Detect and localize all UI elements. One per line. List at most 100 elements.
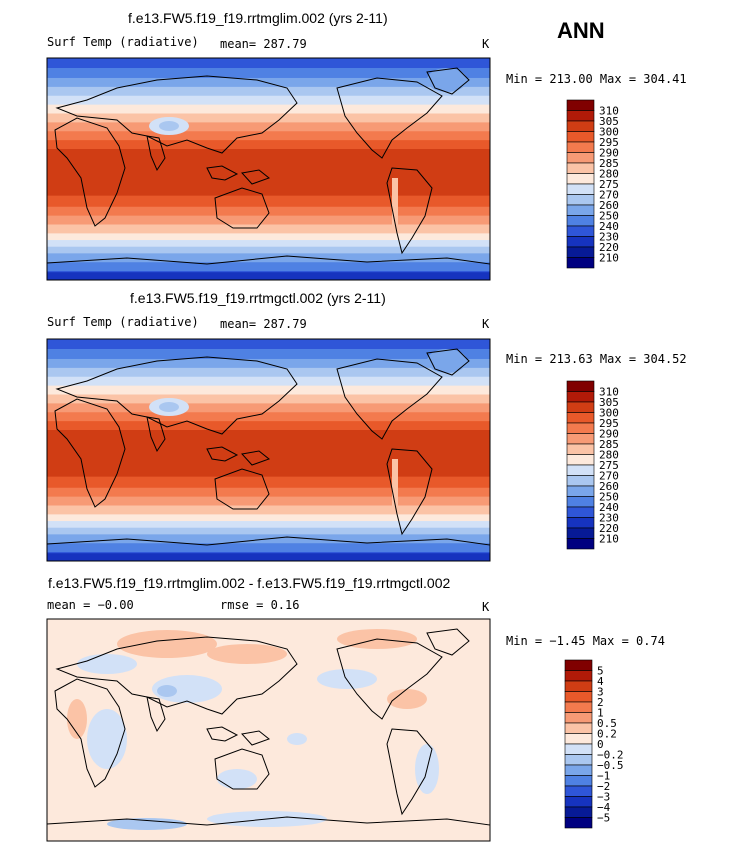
colorbar-3-box-3 <box>564 691 593 703</box>
coastline-0 <box>54 678 126 788</box>
colorbar-3-box-4 <box>564 701 593 713</box>
colorbar-1-box-8 <box>566 183 595 195</box>
map1-band-13 <box>47 215 490 225</box>
map3-anomaly-7 <box>87 709 127 769</box>
colorbar-1-box-4 <box>566 141 595 153</box>
panel-2-colorbar: 3103053002952902852802752702602502402302… <box>566 380 619 550</box>
colorbar-1-label-7: 275 <box>599 178 619 191</box>
map2-band-17 <box>47 527 490 535</box>
colorbar-1-box-7 <box>566 173 595 185</box>
coastline-3 <box>206 165 239 181</box>
colorbar-1-label-4: 290 <box>599 147 619 160</box>
map2-band-15 <box>47 514 490 522</box>
colorbar-3-label-14: −5 <box>597 812 610 825</box>
colorbar-2-label-3: 295 <box>599 417 619 430</box>
map2-band-7 <box>47 403 490 413</box>
colorbar-2-box-8 <box>566 464 595 476</box>
map2-band-3 <box>47 367 490 378</box>
panel-3-title: f.e13.FW5.f19_f19.rrtmglim.002 - f.e13.F… <box>48 575 451 591</box>
map2-frame <box>46 338 491 562</box>
map2-greenland-cold <box>427 349 467 373</box>
map3-anomaly-13 <box>287 733 307 745</box>
colorbar-3-label-10: −1 <box>597 770 610 783</box>
map3-anomaly-2 <box>207 644 287 664</box>
coastline-0 <box>54 117 126 227</box>
colorbar-1-box-1 <box>566 110 595 122</box>
panel-1-mean: mean= 287.79 <box>220 37 307 51</box>
colorbar-3-label-1: 4 <box>597 675 604 688</box>
map2-band-8 <box>47 412 490 422</box>
coastline-4 <box>241 169 271 185</box>
colorbar-2-box-10 <box>566 485 595 497</box>
panel-1-variable: Surf Temp (radiative) <box>47 35 199 49</box>
colorbar-1-label-3: 295 <box>599 136 619 149</box>
colorbar-1-label-14: 210 <box>599 252 619 265</box>
colorbar-2-box-2 <box>566 401 595 413</box>
map1-band-8 <box>47 131 490 141</box>
map2-band-0 <box>47 339 490 350</box>
coastline-1 <box>55 636 298 715</box>
panel-1-title: f.e13.FW5.f19_f19.rrtmglim.002 (yrs 2-11… <box>128 10 388 26</box>
colorbar-2-label-4: 290 <box>599 428 619 441</box>
colorbar-1-label-12: 230 <box>599 231 619 244</box>
colorbar-3-label-0: 5 <box>597 665 604 678</box>
colorbar-2-label-5: 285 <box>599 438 619 451</box>
map1-greenland-cold <box>427 68 467 92</box>
map2-tibet-core <box>159 402 179 412</box>
map1-band-7 <box>47 122 490 132</box>
coastline-0 <box>54 398 126 508</box>
panel-1-units: K <box>482 37 490 51</box>
colorbar-1-label-8: 270 <box>599 189 619 202</box>
map2-andes <box>392 459 398 509</box>
colorbar-2-label-7: 275 <box>599 459 619 472</box>
colorbar-3-box-1 <box>564 670 593 682</box>
colorbar-2-box-3 <box>566 412 595 424</box>
colorbar-1-box-5 <box>566 152 595 164</box>
colorbar-3-label-4: 1 <box>597 707 604 720</box>
map1-andes <box>392 178 398 228</box>
panel-2-map <box>46 338 491 562</box>
coastline-3 <box>206 726 239 742</box>
map3-anomaly-14 <box>67 699 87 739</box>
season-label: ANN <box>557 18 605 43</box>
panel-2-units: K <box>482 317 490 331</box>
colorbar-3-box-0 <box>564 659 593 671</box>
colorbar-2-label-10: 250 <box>599 491 619 504</box>
map1-band-14 <box>47 224 490 234</box>
colorbar-2-box-13 <box>566 517 595 529</box>
colorbar-1-label-10: 250 <box>599 210 619 223</box>
map1-band-4 <box>47 95 490 106</box>
colorbar-3-label-7: 0 <box>597 738 604 751</box>
colorbar-1-box-13 <box>566 236 595 248</box>
colorbar-3-box-7 <box>564 733 593 745</box>
colorbar-1-box-11 <box>566 215 595 227</box>
coastline-8 <box>386 448 433 536</box>
map1-band-5 <box>47 104 490 114</box>
colorbar-3-label-11: −2 <box>597 780 610 793</box>
map3-anomaly-3 <box>77 654 137 674</box>
map1-band-11 <box>47 195 490 208</box>
colorbar-1-box-9 <box>566 194 595 206</box>
panel-2-minmax: Min = 213.63 Max = 304.52 <box>506 352 687 366</box>
colorbar-3-box-15 <box>564 817 593 829</box>
map3-anomaly-12 <box>387 689 427 709</box>
map2-band-10 <box>47 430 490 478</box>
colorbar-3-label-8: −0.2 <box>597 749 624 762</box>
coastline-6 <box>336 77 443 159</box>
coastline-2 <box>146 416 166 453</box>
colorbar-2-box-11 <box>566 496 595 508</box>
colorbar-1-label-9: 260 <box>599 199 619 212</box>
panel-2-mean: mean= 287.79 <box>220 317 307 331</box>
colorbar-1-box-15 <box>566 257 595 269</box>
colorbar-3-box-14 <box>564 806 593 818</box>
colorbar-2-label-6: 280 <box>599 449 619 462</box>
colorbar-2-box-5 <box>566 433 595 445</box>
colorbar-1-box-2 <box>566 120 595 132</box>
colorbar-1-label-13: 220 <box>599 241 619 254</box>
coastline-6 <box>336 358 443 440</box>
colorbar-3-label-5: 0.5 <box>597 717 617 730</box>
map2-band-1 <box>47 348 490 360</box>
colorbar-1-label-2: 300 <box>599 126 619 139</box>
coastline-7 <box>426 348 470 376</box>
